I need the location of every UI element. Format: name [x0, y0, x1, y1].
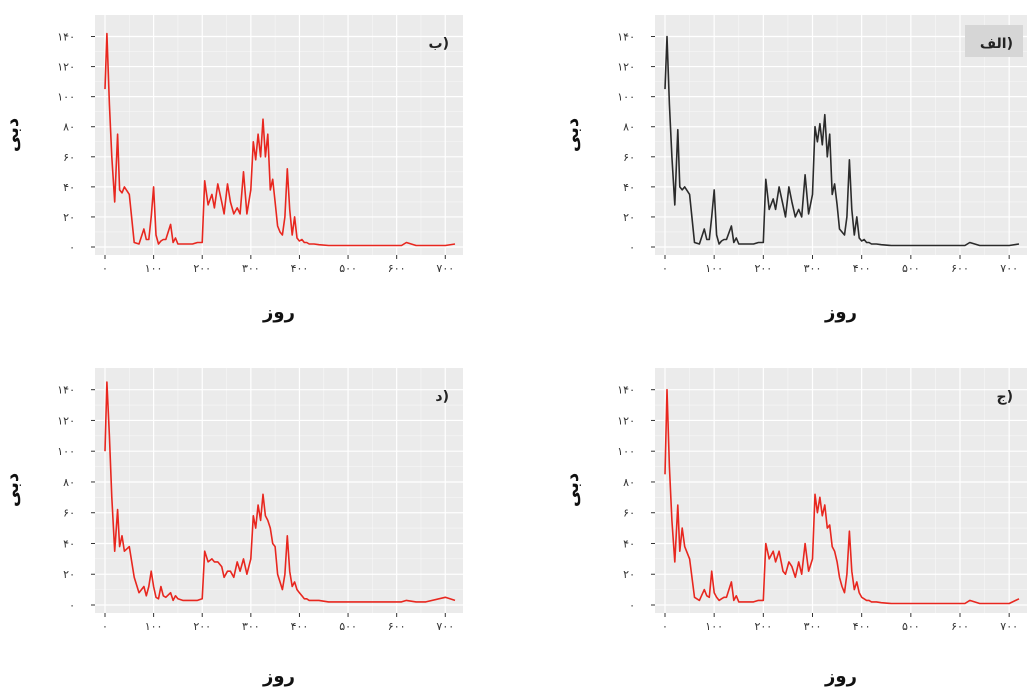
y-tick-label: ۱۴۰ [617, 384, 635, 397]
x-tick-label: ۲۰۰ [193, 620, 211, 633]
y-tick-label: ۴۰ [63, 537, 75, 550]
x-tick-label: ۷۰۰ [436, 262, 454, 275]
series-line-0 [664, 388, 1020, 605]
x-tick-label: ۲۰۰ [754, 262, 772, 275]
x-tick-label: ۴۰۰ [853, 262, 871, 275]
x-tick-label: ۷۰۰ [1000, 620, 1018, 633]
y-tick-label: ۸۰ [623, 476, 635, 489]
x-tick-label: ۳۰۰ [242, 620, 260, 633]
y-tick-label: ۸۰ [63, 476, 75, 489]
chart-panel-2: ۰ ۱۰۰ ۲۰۰ ۳۰۰ ۴۰۰ ۵۰۰ ۶۰۰ ۷۰۰ ۰ ۲۰ ۴۰ ۶۰ ۸۰ ۱۰۰ ۱۲۰ ۱۴۰… [562, 368, 1027, 687]
series-line-0 [104, 32, 456, 247]
y-tick-label: ۰ [629, 599, 635, 612]
y-tick-label: ۱۲۰ [617, 414, 635, 427]
x-tick-label: ۰ [102, 262, 108, 275]
chart-panel-3: ۰ ۱۰۰ ۲۰۰ ۳۰۰ ۴۰۰ ۵۰۰ ۶۰۰ ۷۰۰ ۰ ۲۰ ۴۰ ۶۰ ۸۰ ۱۰۰ ۱۲۰ ۱۴۰… [2, 368, 463, 687]
y-tick-label: ۴۰ [63, 181, 75, 194]
x-tick-label: ۵۰۰ [902, 620, 920, 633]
y-tick-label: ۱۲۰ [57, 61, 75, 74]
x-tick-label: ۶۰۰ [388, 262, 406, 275]
series-line-0 [664, 35, 1020, 247]
y-tick-label: ۴۰ [623, 181, 635, 194]
y-tick-label: ۲۰ [623, 568, 635, 581]
chart-panel-1: ۰ ۱۰۰ ۲۰۰ ۳۰۰ ۴۰۰ ۵۰۰ ۶۰۰ ۷۰۰ ۰ ۲۰ ۴۰ ۶۰ ۸۰ ۱۰۰ ۱۲۰ ۱۴۰… [2, 15, 463, 323]
x-tick-label: ۶۰۰ [388, 620, 406, 633]
y-axis-label: دبی [562, 473, 583, 507]
x-tick-label: ۵۰۰ [339, 262, 357, 275]
x-tick-label: ۲۰۰ [754, 620, 772, 633]
x-tick-label: ۳۰۰ [804, 262, 822, 275]
x-tick-label: ۶۰۰ [951, 620, 969, 633]
x-tick-label: ۱۰۰ [145, 620, 163, 633]
x-tick-label: ۷۰۰ [436, 620, 454, 633]
y-tick-label: ۴۰ [623, 537, 635, 550]
x-tick-label: ۴۰۰ [291, 620, 309, 633]
series-line-0 [104, 381, 456, 603]
x-tick-label: ۴۰۰ [853, 620, 871, 633]
y-tick-label: ۶۰ [63, 151, 75, 164]
y-axis-label: دبی [2, 118, 23, 152]
y-tick-label: ۱۰۰ [57, 91, 75, 104]
x-axis-label: روز [824, 666, 857, 687]
x-tick-label: ۰ [662, 262, 668, 275]
y-tick-label: ۱۰۰ [57, 445, 75, 458]
y-tick-label: ۰ [69, 599, 75, 612]
panel-label: الف) [980, 36, 1013, 52]
y-tick-label: ۶۰ [623, 151, 635, 164]
y-tick-label: ۰ [69, 241, 75, 254]
x-tick-label: ۱۰۰ [705, 262, 723, 275]
x-axis-label: روز [262, 666, 295, 687]
y-tick-label: ۱۴۰ [57, 384, 75, 397]
x-tick-label: ۴۰۰ [291, 262, 309, 275]
plot-background [95, 368, 463, 613]
x-tick-label: ۱۰۰ [145, 262, 163, 275]
x-tick-label: ۲۰۰ [193, 262, 211, 275]
x-axis-label: روز [262, 302, 295, 323]
y-tick-label: ۱۴۰ [57, 31, 75, 44]
x-tick-label: ۵۰۰ [339, 620, 357, 633]
y-tick-label: ۱۰۰ [617, 445, 635, 458]
y-tick-label: ۱۴۰ [617, 31, 635, 44]
chart-panel-0: ۰ ۱۰۰ ۲۰۰ ۳۰۰ ۴۰۰ ۵۰۰ ۶۰۰ ۷۰۰ ۰ ۲۰ ۴۰ ۶۰ ۸۰ ۱۰۰ ۱۲۰ ۱۴۰… [562, 15, 1027, 323]
y-tick-label: ۱۲۰ [57, 414, 75, 427]
y-tick-label: ۸۰ [63, 121, 75, 134]
panel-label-box [965, 25, 1023, 57]
panel-label: ب) [429, 36, 449, 52]
x-tick-label: ۶۰۰ [951, 262, 969, 275]
y-tick-label: ۱۲۰ [617, 61, 635, 74]
y-tick-label: ۰ [629, 241, 635, 254]
x-tick-label: ۳۰۰ [242, 262, 260, 275]
x-tick-label: ۵۰۰ [902, 262, 920, 275]
panel-label: د) [435, 389, 449, 405]
x-tick-label: ۰ [102, 620, 108, 633]
y-tick-label: ۲۰ [63, 568, 75, 581]
panel-label: ج) [997, 389, 1014, 405]
y-tick-label: ۶۰ [623, 507, 635, 520]
x-tick-label: ۰ [662, 620, 668, 633]
y-tick-label: ۱۰۰ [617, 91, 635, 104]
y-tick-label: ۲۰ [623, 211, 635, 224]
y-axis-label: دبی [562, 118, 583, 152]
plot-background [655, 368, 1027, 613]
x-axis-label: روز [824, 302, 857, 323]
x-tick-label: ۷۰۰ [1000, 262, 1018, 275]
y-tick-label: ۲۰ [63, 211, 75, 224]
x-tick-label: ۱۰۰ [705, 620, 723, 633]
y-axis-label: دبی [2, 473, 23, 507]
plot-background [95, 15, 463, 255]
x-tick-label: ۳۰۰ [804, 620, 822, 633]
y-tick-label: ۸۰ [623, 121, 635, 134]
y-tick-label: ۶۰ [63, 507, 75, 520]
